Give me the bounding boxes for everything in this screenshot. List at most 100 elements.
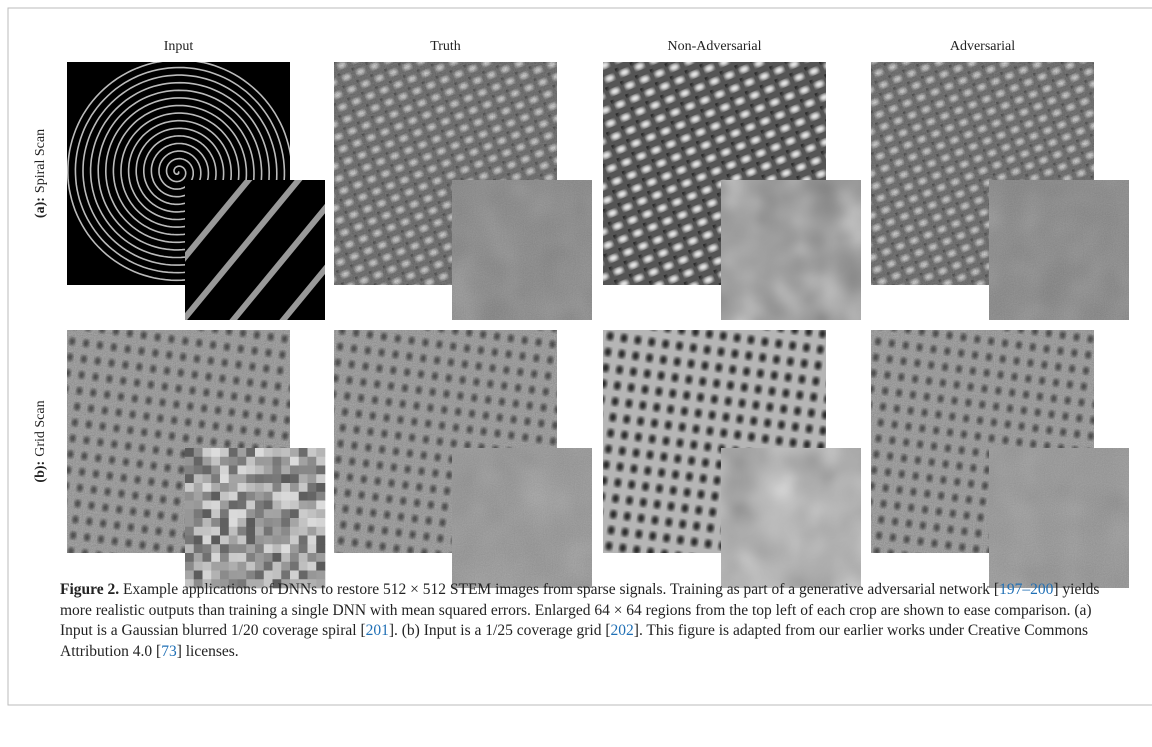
inset-pixel: [299, 562, 308, 571]
inset-pixel: [281, 562, 290, 571]
caption-text: ]. (b) Input is a 1/25 coverage grid [: [389, 622, 611, 639]
inset-pixel: [316, 474, 325, 483]
inset-pixel: [229, 562, 238, 571]
inset-pixel: [308, 448, 317, 457]
inset-pixel: [281, 544, 290, 553]
inset-pixel: [211, 562, 220, 571]
inset-pixel: [290, 509, 299, 518]
inset-pixel: [255, 466, 264, 475]
inset-pixel: [264, 474, 273, 483]
inset-pixel: [229, 448, 238, 457]
page: InputTruthNon-AdversarialAdversarial (a)…: [0, 0, 1152, 747]
inset-pixel: [299, 518, 308, 527]
row-tag: (b):: [33, 461, 48, 483]
inset-pixel: [194, 527, 203, 536]
inset-pixel: [246, 509, 255, 518]
inset: [721, 448, 861, 588]
inset-pixel: [203, 457, 212, 466]
inset-pixel: [220, 448, 229, 457]
inset-pixel: [246, 544, 255, 553]
row-label: (a):Spiral Scan: [33, 129, 48, 218]
inset-pixel: [299, 448, 308, 457]
inset-pixel: [229, 527, 238, 536]
inset-pixel: [238, 562, 247, 571]
inset-pixel: [211, 483, 220, 492]
inset-pixel: [246, 571, 255, 580]
inset-pixel: [299, 571, 308, 580]
inset-pixel: [255, 501, 264, 510]
inset-pixel: [211, 509, 220, 518]
inset-pixel: [308, 492, 317, 501]
inset-pixel: [229, 457, 238, 466]
inset-pixel: [203, 553, 212, 562]
inset-pixel: [238, 536, 247, 545]
inset-pixel: [273, 536, 282, 545]
inset-pixel: [273, 509, 282, 518]
inset-pixel: [264, 527, 273, 536]
inset-pixel: [316, 492, 325, 501]
inset-pixel: [281, 466, 290, 475]
inset-pixel: [281, 536, 290, 545]
column-header: Truth: [430, 39, 461, 54]
inset-noise: [452, 180, 592, 320]
inset-pixel: [281, 509, 290, 518]
inset-pixel: [273, 527, 282, 536]
inset-pixel: [255, 457, 264, 466]
inset-pixel: [211, 492, 220, 501]
inset-pixel: [203, 527, 212, 536]
inset-noise: [989, 448, 1129, 588]
inset-pixel: [255, 536, 264, 545]
inset-pixel: [281, 553, 290, 562]
inset-pixel: [264, 544, 273, 553]
inset-pixel: [264, 509, 273, 518]
inset-pixel: [264, 536, 273, 545]
caption-text: ] licenses.: [177, 643, 239, 660]
inset-pixel: [220, 562, 229, 571]
inset-pixel: [246, 518, 255, 527]
inset-pixel: [185, 492, 194, 501]
inset-pixel: [299, 536, 308, 545]
inset-pixel: [211, 518, 220, 527]
inset-pixel: [299, 457, 308, 466]
inset-pixel: [238, 483, 247, 492]
inset-blobs: [721, 180, 861, 320]
inset: [989, 448, 1129, 588]
inset-pixel: [281, 448, 290, 457]
inset-blobs: [721, 448, 861, 588]
inset-pixel: [185, 466, 194, 475]
inset-pixel: [238, 448, 247, 457]
inset-pixel: [246, 474, 255, 483]
inset-pixel: [211, 474, 220, 483]
inset-pixel: [203, 483, 212, 492]
inset-pixel: [281, 571, 290, 580]
inset-pixel: [308, 483, 317, 492]
inset-pixel: [316, 562, 325, 571]
inset-pixel: [255, 518, 264, 527]
inset-pixel: [185, 571, 194, 580]
inset-pixel: [211, 553, 220, 562]
row-name: Grid Scan: [33, 400, 48, 456]
inset: [452, 448, 592, 588]
inset-pixel: [290, 518, 299, 527]
inset-pixel: [220, 544, 229, 553]
inset-pixel: [290, 501, 299, 510]
inset-pixel: [273, 562, 282, 571]
inset-pixel: [299, 527, 308, 536]
inset-pixel: [220, 536, 229, 545]
column-header: Input: [164, 39, 194, 54]
inset: [185, 448, 325, 588]
inset-pixel: [246, 527, 255, 536]
citation: 202: [611, 622, 634, 639]
inset-pixel: [229, 483, 238, 492]
inset-pixel: [203, 536, 212, 545]
caption-text: Example applications of DNNs to restore …: [119, 581, 999, 598]
inset-pixel: [220, 518, 229, 527]
inset-pixel: [246, 562, 255, 571]
inset-pixel: [264, 483, 273, 492]
inset-pixel: [238, 544, 247, 553]
inset-pixel: [185, 483, 194, 492]
inset-pixel: [264, 501, 273, 510]
inset-pixel: [273, 501, 282, 510]
inset-pixel: [255, 571, 264, 580]
inset-pixel: [220, 553, 229, 562]
